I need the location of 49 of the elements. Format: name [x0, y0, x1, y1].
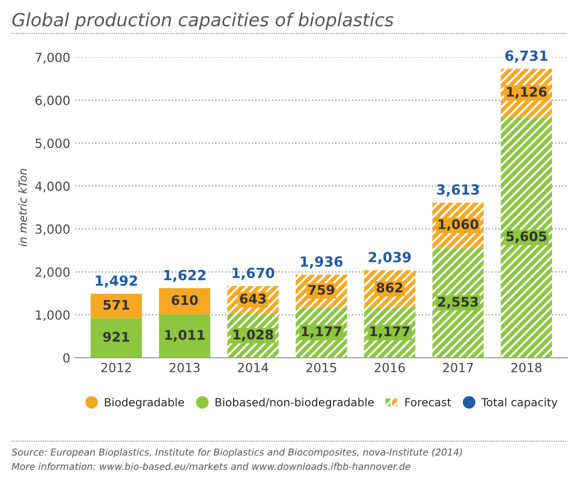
data-label: 921: [103, 332, 130, 342]
x-tick-label: 2016: [374, 362, 405, 372]
y-tick-label: 1,000: [36, 310, 70, 322]
legend-label: Biobased/non-biodegradable: [216, 398, 374, 409]
data-label: 5,605: [506, 231, 546, 243]
data-label: 1,028: [234, 330, 274, 342]
total-label: 3,613: [437, 184, 479, 197]
data-label: 759: [308, 284, 334, 295]
bar: [90, 294, 142, 318]
data-label: 1,177: [302, 326, 342, 338]
text: More information: www.bio-based.eu/markets and www.downloads.ifbb-hannover.de: [12, 462, 410, 471]
total-label: 6,731: [505, 50, 548, 63]
y-tick-label: 0: [63, 353, 70, 363]
bar: [500, 117, 552, 358]
total-label: 1,492: [96, 275, 138, 288]
legend-label: Biodegradable: [104, 398, 184, 409]
x-tick-label: 2012: [101, 362, 131, 372]
y-axis-title: in metric kTon: [18, 168, 27, 246]
data-label: 1,126: [507, 86, 547, 98]
x-tick-label: 2014: [238, 362, 268, 372]
text: Total capacity: [481, 398, 558, 409]
data-label: 1,011: [165, 330, 205, 342]
data-label: 1,177: [370, 326, 410, 338]
y-tick-label: 3,000: [36, 224, 70, 236]
x-tick-label: 2017: [443, 362, 473, 372]
source-note: Source: European Bioplastics, Institute for Bioplastics and Biocomposites, nova-Institute (2014): [12, 448, 462, 458]
total-label: 2,039: [368, 252, 411, 264]
y-tick-label: 7,000: [36, 52, 70, 64]
legend-label: Forecast: [405, 398, 452, 406]
data-label: 1,060: [438, 219, 478, 231]
data-label: 643: [240, 294, 266, 304]
x-tick-label: 2015: [306, 362, 336, 372]
data-label: 610: [172, 295, 198, 306]
data-label: 2,553: [438, 296, 478, 308]
data-label: 571: [104, 300, 130, 310]
y-tick-label: 2,000: [36, 267, 70, 278]
y-tick-label: 4,000: [35, 182, 70, 192]
data-label: 862: [376, 282, 402, 293]
bar: [159, 288, 210, 314]
y-tick-label: 5,000: [36, 138, 70, 150]
chart-title: Global production capacities of bioplastics: [12, 12, 394, 30]
bar: [159, 314, 210, 358]
total-label: 1,670: [232, 268, 274, 280]
bar: [90, 318, 142, 358]
x-tick-label: 2018: [511, 362, 542, 372]
x-tick-label: 2013: [170, 362, 200, 372]
total-label: 1,936: [300, 256, 343, 269]
y-tick-label: 6,000: [35, 96, 70, 106]
total-label: 1,622: [164, 270, 206, 282]
